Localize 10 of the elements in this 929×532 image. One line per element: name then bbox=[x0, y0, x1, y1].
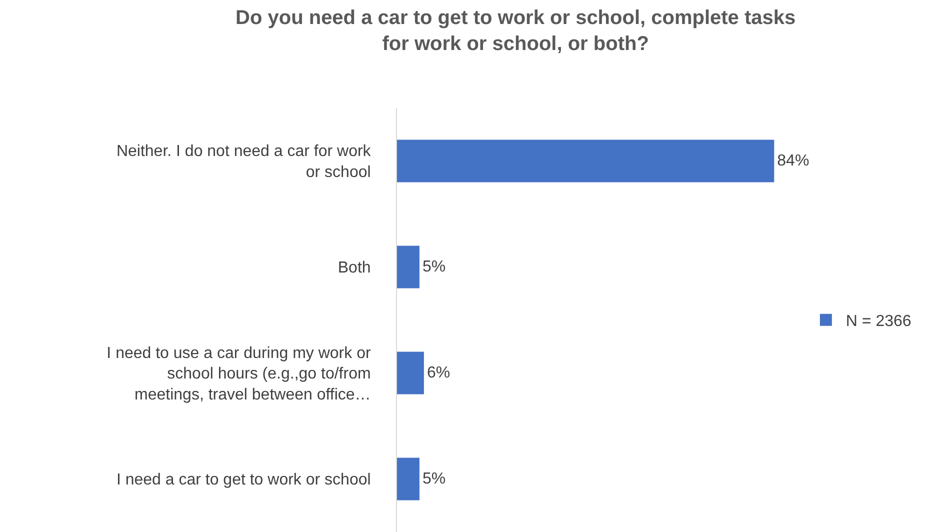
chart-title: Do you need a car to get to work or school, complete tasks for work or school, or both? bbox=[236, 6, 796, 55]
data-label: 5% bbox=[422, 470, 446, 488]
legend-label: N = 2366 bbox=[846, 313, 912, 330]
y-tick-label: Both bbox=[338, 260, 371, 277]
data-label: 6% bbox=[426, 364, 450, 382]
data-label: 5% bbox=[422, 258, 446, 276]
y-tick-label: Neither. I do not need a car for work or school bbox=[116, 143, 372, 181]
y-tick-label: I need a car to get to work or school bbox=[116, 472, 371, 489]
y-tick-label: I need to use a car during my work or school hours (e.g.,go to/from meetings, travel between office… bbox=[106, 344, 372, 404]
data-label: 84% bbox=[777, 152, 810, 170]
